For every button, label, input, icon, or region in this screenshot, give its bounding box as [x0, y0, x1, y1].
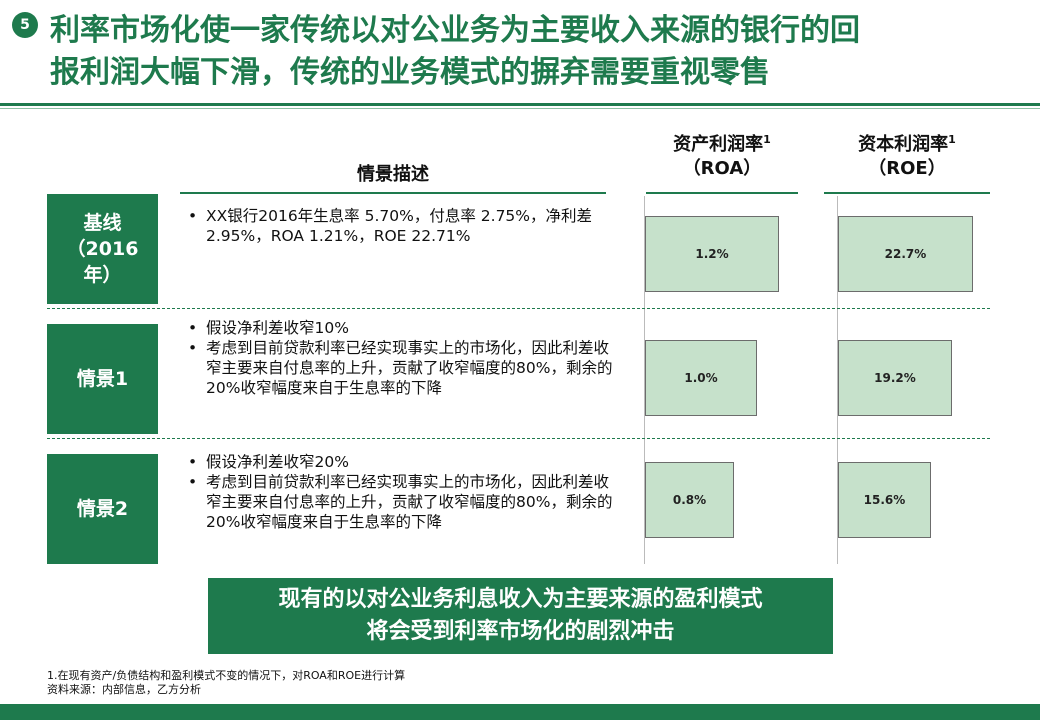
header-roe-label: 资本利润率 — [858, 134, 949, 155]
row-label-scenario-2: 情景2 — [47, 454, 158, 564]
row-divider — [47, 438, 990, 439]
header-rule-roa — [646, 192, 798, 194]
roe-value-label: 15.6% — [863, 493, 906, 507]
roa-bar-scenario-2: 0.8% — [645, 462, 734, 538]
roa-value-label: 0.8% — [672, 493, 707, 507]
bullet-item: 考虑到目前贷款利率已经实现事实上的市场化，因此利差收窄主要来自付息率的上升，贡献… — [186, 472, 616, 532]
row-label-line: 基线 — [83, 212, 122, 234]
row-label-line: （2016 — [66, 238, 139, 260]
roe-bar-baseline: 22.7% — [838, 216, 973, 292]
footnote-calculation: 1.在现有资产/负债结构和盈利模式不变的情况下，对ROA和ROE进行计算 — [47, 669, 406, 682]
row-divider — [47, 308, 990, 309]
row-label-scenario-1: 情景1 — [47, 324, 158, 434]
conclusion-line-1: 现有的以对公业务利息收入为主要来源的盈利模式 — [278, 587, 763, 612]
roe-value-label: 19.2% — [874, 371, 916, 385]
page-number-badge: 5 — [12, 12, 38, 38]
row-label-baseline: 基线 （2016 年） — [47, 194, 158, 304]
roe-bar-scenario-2: 15.6% — [838, 462, 931, 538]
header-roe-abbr: （ROE） — [868, 158, 946, 179]
header-roa-label: 资产利润率 — [673, 134, 764, 155]
roe-value-label: 22.7% — [884, 247, 927, 261]
bullet-item: XX银行2016年生息率 5.70%，付息率 2.75%，净利差 2.95%，R… — [186, 206, 616, 246]
header-rule-description — [180, 192, 606, 194]
roa-value-label: 1.2% — [695, 247, 729, 261]
footnote: 1.在现有资产/负债结构和盈利模式不变的情况下，对ROA和ROE进行计算 资料来… — [47, 669, 405, 697]
title-divider — [0, 103, 1040, 106]
row-label-line: 情景2 — [76, 498, 129, 520]
header-roa: 资产利润率1 （ROA） — [646, 128, 798, 181]
footnote-source: 资料来源：内部信息，乙方分析 — [47, 683, 201, 696]
roe-axis — [837, 196, 838, 564]
row-label-line: 年） — [83, 264, 122, 286]
title-line-1: 利率市场化使一家传统以对公业务为主要收入来源的银行的回 — [50, 13, 860, 48]
header-roe-footnote: 1 — [948, 133, 956, 146]
header-scenario-description: 情景描述 — [357, 164, 429, 185]
header-roe: 资本利润率1 （ROE） — [824, 128, 990, 181]
conclusion-box: 现有的以对公业务利息收入为主要来源的盈利模式 将会受到利率市场化的剧烈冲击 — [208, 578, 833, 654]
row-description-scenario-2: 假设净利差收窄20% 考虑到目前贷款利率已经实现事实上的市场化，因此利差收窄主要… — [186, 452, 616, 532]
header-roa-footnote: 1 — [763, 133, 771, 146]
bottom-accent-bar — [0, 704, 1040, 720]
roa-bar-scenario-1: 1.0% — [645, 340, 757, 416]
roe-bar-scenario-1: 19.2% — [838, 340, 952, 416]
row-label-line: 情景1 — [76, 368, 129, 390]
roa-bar-baseline: 1.2% — [645, 216, 779, 292]
header-rule-roe — [824, 192, 990, 194]
bullet-item: 假设净利差收窄20% — [186, 452, 616, 472]
slide-title: 利率市场化使一家传统以对公业务为主要收入来源的银行的回 报利润大幅下滑，传统的业… — [50, 10, 1030, 94]
bullet-item: 考虑到目前贷款利率已经实现事实上的市场化，因此利差收窄主要来自付息率的上升，贡献… — [186, 338, 616, 398]
row-description-scenario-1: 假设净利差收窄10% 考虑到目前贷款利率已经实现事实上的市场化，因此利差收窄主要… — [186, 318, 616, 398]
row-description-baseline: XX银行2016年生息率 5.70%，付息率 2.75%，净利差 2.95%，R… — [186, 206, 616, 246]
title-divider-thin — [0, 108, 1040, 109]
conclusion-line-2: 将会受到利率市场化的剧烈冲击 — [366, 619, 675, 644]
header-roa-abbr: （ROA） — [682, 158, 762, 179]
title-line-2: 报利润大幅下滑，传统的业务模式的摒弃需要重视零售 — [50, 55, 770, 90]
roa-value-label: 1.0% — [684, 371, 718, 385]
bullet-item: 假设净利差收窄10% — [186, 318, 616, 338]
roa-axis — [644, 196, 645, 564]
